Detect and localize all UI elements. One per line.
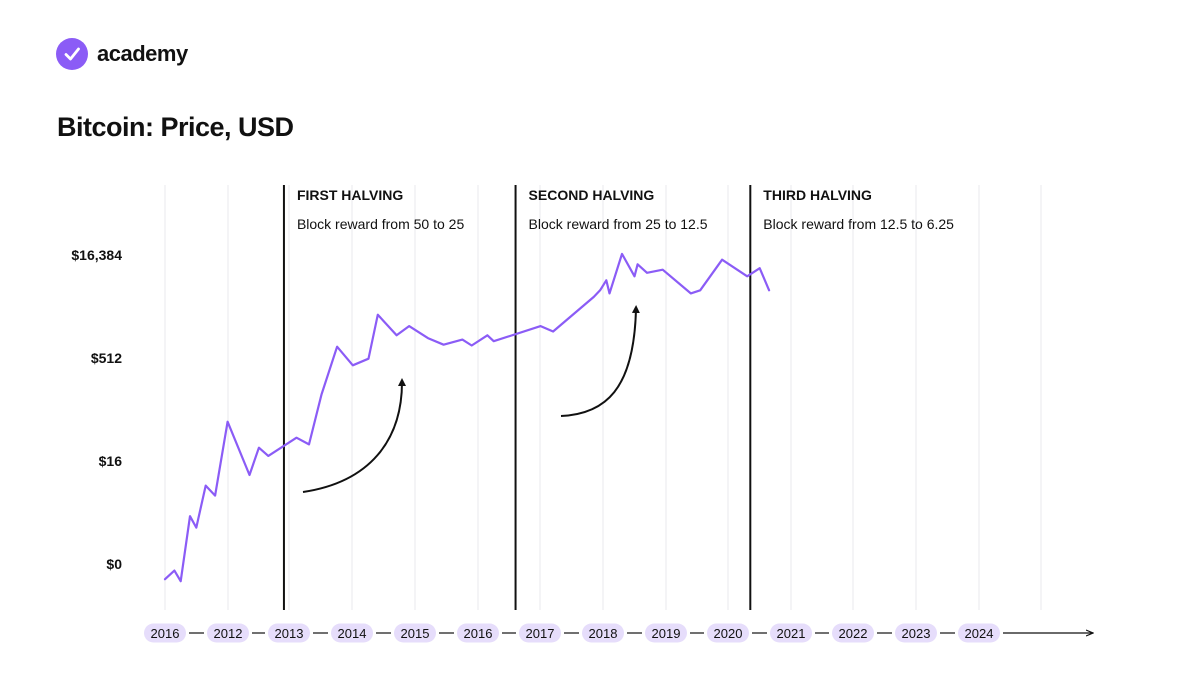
halving-subtitle: Block reward from 25 to 12.5 bbox=[529, 216, 708, 232]
x-tick-pill bbox=[519, 623, 561, 643]
x-tick-pill bbox=[958, 623, 1000, 643]
x-tick-pill bbox=[394, 623, 436, 643]
x-tick-label: 2015 bbox=[401, 626, 430, 641]
x-tick-label: 2024 bbox=[965, 626, 994, 641]
x-tick-label: 2019 bbox=[652, 626, 681, 641]
x-tick-label: 2013 bbox=[275, 626, 304, 641]
annotation-arrow bbox=[560, 305, 640, 417]
x-tick-pill bbox=[645, 623, 687, 643]
brand: academy bbox=[56, 38, 188, 70]
y-tick-label: $16 bbox=[99, 453, 123, 469]
x-tick-label: 2012 bbox=[214, 626, 243, 641]
x-tick-label: 2020 bbox=[714, 626, 743, 641]
halving-title: THIRD HALVING bbox=[763, 187, 872, 203]
x-tick-pill bbox=[832, 623, 874, 643]
x-tick-label: 2022 bbox=[839, 626, 868, 641]
x-tick-label: 2018 bbox=[589, 626, 618, 641]
y-tick-label: $16,384 bbox=[71, 247, 122, 263]
x-tick-pill bbox=[268, 623, 310, 643]
x-tick-label: 2014 bbox=[338, 626, 367, 641]
chart-title: Bitcoin: Price, USD bbox=[57, 112, 294, 142]
x-tick-pill bbox=[707, 623, 749, 643]
brand-name: academy bbox=[97, 41, 188, 66]
halving-subtitle: Block reward from 50 to 25 bbox=[297, 216, 465, 232]
y-tick-label: $0 bbox=[106, 556, 122, 572]
x-tick-pill bbox=[770, 623, 812, 643]
y-tick-label: $512 bbox=[91, 350, 122, 366]
halving-title: SECOND HALVING bbox=[529, 187, 655, 203]
x-tick-label: 2016 bbox=[464, 626, 493, 641]
x-tick-label: 2017 bbox=[526, 626, 555, 641]
check-icon bbox=[56, 38, 88, 70]
x-tick-pill bbox=[582, 623, 624, 643]
x-tick-pill bbox=[457, 623, 499, 643]
halving-title: FIRST HALVING bbox=[297, 187, 403, 203]
x-tick-pill bbox=[331, 623, 373, 643]
x-tick-pill bbox=[895, 623, 937, 643]
halving-subtitle: Block reward from 12.5 to 6.25 bbox=[763, 216, 954, 232]
x-tick-label: 2021 bbox=[777, 626, 806, 641]
annotation-arrow bbox=[302, 378, 406, 493]
price-line bbox=[163, 252, 771, 583]
x-tick-label: 2016 bbox=[151, 626, 180, 641]
x-tick-pill bbox=[144, 623, 186, 643]
x-tick-label: 2023 bbox=[902, 626, 931, 641]
x-tick-pill bbox=[207, 623, 249, 643]
